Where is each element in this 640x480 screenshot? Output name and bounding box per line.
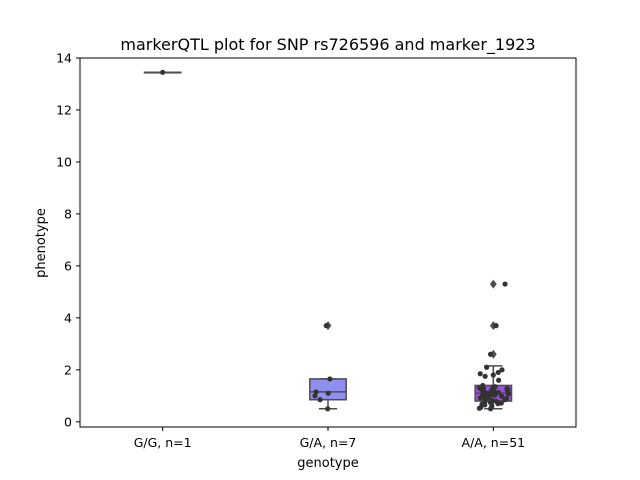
data-point	[327, 376, 333, 382]
data-point	[477, 371, 483, 377]
y-tick-label: 4	[64, 310, 72, 325]
data-point	[487, 399, 493, 405]
y-tick-label: 10	[56, 154, 72, 169]
data-point	[317, 397, 323, 403]
x-tick-label: G/G, n=1	[134, 435, 192, 450]
data-point	[499, 367, 505, 373]
x-tick-label: G/A, n=7	[300, 435, 357, 450]
x-axis: G/G, n=1 G/A, n=7 A/A, n=51	[134, 427, 525, 450]
y-axis: 0 2 4 6 8 10 12 14	[56, 51, 80, 429]
data-point	[502, 397, 508, 403]
chart-title: markerQTL plot for SNP rs726596 and mark…	[120, 35, 535, 55]
data-point	[488, 406, 494, 412]
data-point	[482, 402, 488, 408]
data-point	[502, 281, 508, 287]
data-point	[492, 392, 498, 398]
data-point	[476, 405, 482, 411]
y-tick-label: 12	[56, 102, 72, 117]
data-point	[496, 377, 502, 383]
y-tick-label: 6	[64, 258, 72, 273]
data-point	[496, 390, 502, 396]
data-point	[505, 391, 511, 397]
y-tick-label: 0	[64, 414, 72, 429]
outlier-marker	[489, 279, 497, 289]
y-axis-label: phenotype	[34, 208, 49, 278]
data-point	[499, 393, 505, 399]
data-point	[325, 406, 331, 412]
y-tick-label: 8	[64, 206, 72, 221]
data-point	[495, 369, 501, 376]
y-tick-label: 14	[56, 51, 72, 66]
data-point	[312, 393, 318, 399]
data-point	[313, 389, 319, 395]
data-point	[325, 390, 331, 396]
data-point	[490, 372, 496, 378]
x-tick-label: A/A, n=51	[462, 435, 526, 450]
data-point	[493, 323, 499, 329]
data-point	[160, 69, 166, 75]
data-point	[482, 373, 488, 379]
data-point	[484, 364, 490, 370]
data-point	[323, 323, 329, 329]
data-point	[477, 395, 483, 401]
x-axis-label: genotype	[297, 456, 358, 471]
data-point	[495, 401, 501, 407]
y-tick-label: 2	[64, 362, 72, 377]
strip-points	[160, 69, 511, 412]
data-point	[487, 351, 494, 357]
